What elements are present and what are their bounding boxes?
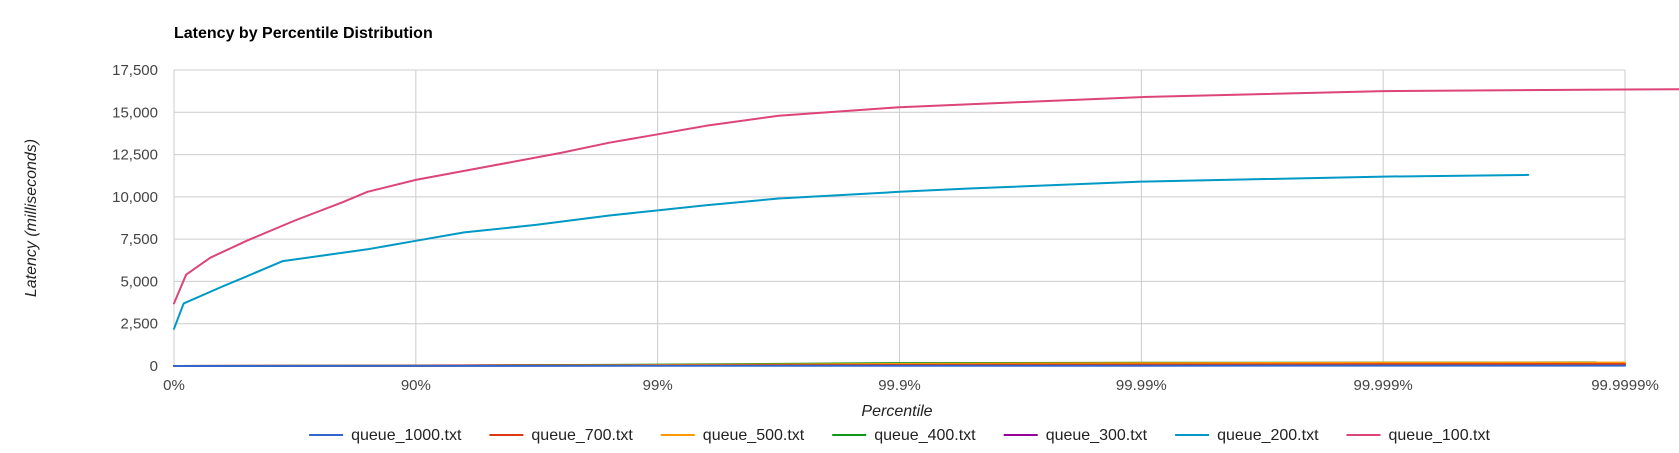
x-tick-label: 90% bbox=[401, 377, 431, 394]
x-tick-label: 0% bbox=[163, 377, 185, 394]
y-tick-label: 17,500 bbox=[112, 62, 158, 79]
chart-title: Latency by Percentile Distribution bbox=[174, 25, 433, 42]
legend-label: queue_400.txt bbox=[874, 427, 976, 444]
x-tick-label: 99% bbox=[643, 377, 673, 394]
series-line-queue-200-txt bbox=[173, 173, 1530, 330]
y-tick-label: 7,500 bbox=[120, 231, 158, 248]
series-lines bbox=[173, 88, 1679, 367]
grid-lines bbox=[173, 69, 1626, 367]
y-tick-label: 5,000 bbox=[120, 273, 158, 290]
legend-item[interactable]: queue_400.txt bbox=[832, 427, 976, 444]
x-axis-title: Percentile bbox=[861, 403, 932, 420]
x-tick-label: 99.99% bbox=[1116, 377, 1167, 394]
y-tick-label: 0 bbox=[150, 358, 158, 375]
y-axis-ticks: 0 2,500 5,000 7,500 10,000 12,500 15,000 17,500 bbox=[112, 62, 158, 375]
legend-label: queue_100.txt bbox=[1389, 427, 1491, 444]
y-axis-title: Latency (milliseconds) bbox=[23, 139, 40, 297]
legend-item[interactable]: queue_500.txt bbox=[660, 427, 805, 444]
legend-item[interactable]: queue_300.txt bbox=[1003, 427, 1148, 444]
legend-label: queue_500.txt bbox=[703, 427, 805, 444]
y-tick-label: 10,000 bbox=[112, 189, 158, 206]
y-tick-label: 15,000 bbox=[112, 104, 158, 121]
x-axis-ticks: 0% 90% 99% 99.9% 99.99% 99.999% 99.9999% bbox=[163, 377, 1659, 394]
legend-item[interactable]: queue_200.txt bbox=[1175, 427, 1319, 444]
y-tick-label: 2,500 bbox=[120, 316, 158, 333]
legend-label: queue_1000.txt bbox=[351, 427, 462, 444]
x-tick-label: 99.999% bbox=[1354, 377, 1413, 394]
legend-item[interactable]: queue_1000.txt bbox=[309, 427, 462, 444]
legend-label: queue_200.txt bbox=[1217, 427, 1319, 444]
legend-label: queue_300.txt bbox=[1046, 427, 1148, 444]
x-tick-label: 99.9% bbox=[878, 377, 921, 394]
y-tick-label: 12,500 bbox=[112, 147, 158, 164]
legend-item[interactable]: queue_700.txt bbox=[489, 427, 633, 444]
legend-label: queue_700.txt bbox=[531, 427, 633, 444]
legend-item[interactable]: queue_100.txt bbox=[1346, 427, 1491, 444]
x-tick-label: 99.9999% bbox=[1591, 377, 1659, 394]
series-line-queue-100-txt bbox=[173, 88, 1679, 305]
legend: queue_1000.txt queue_700.txt queue_500.txt… bbox=[309, 427, 1490, 444]
